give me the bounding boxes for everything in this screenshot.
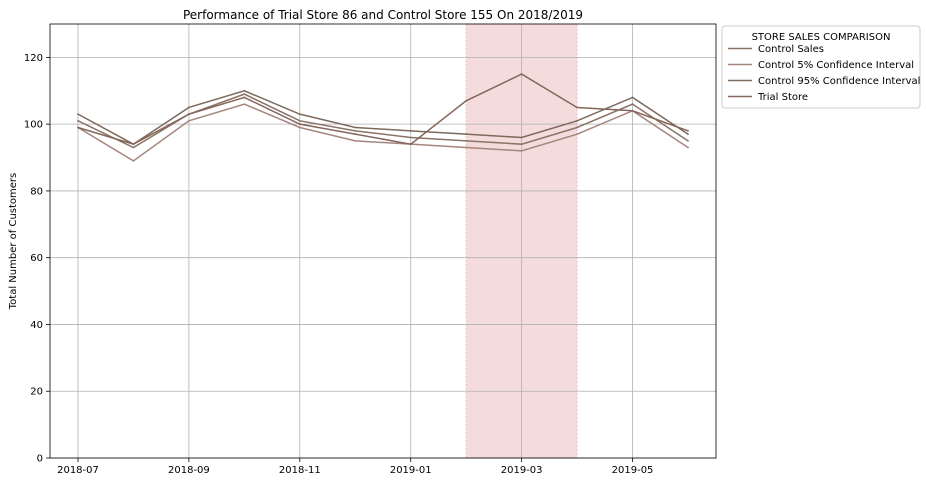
x-tick-label: 2018-09 bbox=[168, 465, 210, 476]
plot-frame bbox=[49, 23, 717, 459]
x-tick-label: 2018-11 bbox=[279, 465, 321, 476]
data-point bbox=[354, 126, 357, 129]
y-tick-label: 120 bbox=[24, 53, 43, 64]
legend-label: Control 5% Confidence Interval bbox=[758, 60, 914, 71]
data-point bbox=[77, 119, 79, 122]
data-point bbox=[188, 113, 190, 116]
data-point bbox=[354, 129, 357, 132]
series-line-3 bbox=[77, 73, 689, 145]
y-axis-label: Total Number of Customers bbox=[8, 173, 19, 310]
data-point bbox=[576, 133, 578, 136]
data-point bbox=[520, 149, 523, 152]
data-point bbox=[576, 126, 578, 129]
data-point bbox=[77, 113, 79, 116]
data-point bbox=[576, 119, 578, 122]
y-tick-label: 100 bbox=[24, 120, 43, 131]
x-tick-label: 2019-01 bbox=[390, 465, 432, 476]
data-point bbox=[465, 146, 468, 149]
axes-frame bbox=[49, 23, 717, 459]
data-point bbox=[243, 93, 246, 96]
data-point bbox=[132, 146, 135, 149]
x-tick-label: 2018-07 bbox=[57, 465, 99, 476]
plot-background bbox=[50, 24, 716, 458]
data-point bbox=[465, 99, 468, 102]
legend-title: STORE SALES COMPARISON bbox=[752, 32, 891, 43]
x-tick-label: 2019-05 bbox=[612, 465, 654, 476]
data-point bbox=[687, 133, 689, 136]
plot-area bbox=[50, 24, 716, 458]
y-tick-label: 40 bbox=[30, 320, 43, 331]
data-point bbox=[520, 73, 523, 75]
data-point bbox=[298, 126, 301, 129]
data-point bbox=[631, 109, 634, 112]
y-tick-label: 60 bbox=[30, 253, 43, 264]
data-point bbox=[243, 96, 246, 99]
data-point bbox=[243, 103, 246, 106]
data-point bbox=[354, 139, 357, 142]
series-line-2 bbox=[77, 89, 689, 146]
series-line-1 bbox=[77, 103, 689, 162]
legend-label: Control 95% Confidence Interval bbox=[758, 76, 920, 87]
data-point bbox=[132, 159, 135, 162]
legend-box bbox=[721, 25, 921, 109]
legend-label: Control Sales bbox=[758, 44, 824, 55]
data-point bbox=[520, 136, 523, 139]
data-point bbox=[188, 106, 190, 109]
data-point bbox=[465, 133, 468, 136]
data-point bbox=[687, 129, 689, 132]
x-axis: 2018-07 2018-09 2018-11 2019-01 2019-03 2019-… bbox=[57, 458, 653, 476]
data-point bbox=[243, 89, 246, 92]
data-point bbox=[132, 143, 135, 146]
y-tick-label: 0 bbox=[37, 454, 43, 465]
chart-title: Performance of Trial Store 86 and Contro… bbox=[183, 8, 583, 22]
y-tick-label: 20 bbox=[30, 387, 43, 398]
data-point bbox=[298, 113, 301, 116]
series-group bbox=[77, 73, 689, 162]
data-point bbox=[298, 119, 301, 122]
data-point bbox=[687, 146, 689, 149]
y-axis: 0 20 40 60 80 100 120 bbox=[24, 53, 50, 465]
data-point bbox=[354, 133, 357, 136]
data-point bbox=[77, 126, 79, 129]
data-point bbox=[576, 106, 578, 109]
data-point bbox=[520, 143, 523, 146]
data-point bbox=[465, 139, 468, 142]
data-point bbox=[409, 136, 412, 139]
data-point bbox=[687, 139, 689, 142]
data-point bbox=[188, 119, 190, 122]
legend-label: Trial Store bbox=[757, 92, 808, 103]
data-point bbox=[409, 143, 412, 146]
legend: STORE SALES COMPARISON Control Sales Cont… bbox=[721, 25, 921, 109]
x-tick-label: 2019-03 bbox=[501, 465, 543, 476]
data-point bbox=[631, 103, 634, 106]
data-point bbox=[298, 123, 301, 126]
data-point bbox=[409, 129, 412, 132]
data-point bbox=[631, 96, 634, 99]
y-tick-label: 80 bbox=[30, 186, 43, 197]
